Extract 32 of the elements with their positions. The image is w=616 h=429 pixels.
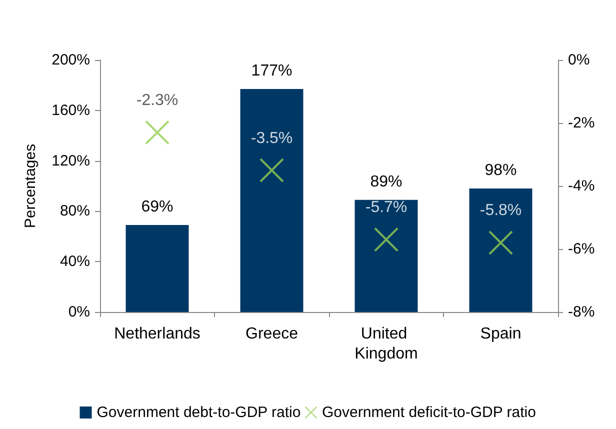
x-tick-label: Spain — [480, 326, 522, 342]
data-label: 98% — [484, 162, 517, 180]
data-label: -2.3% — [136, 92, 178, 109]
y2-tick-label: -8% — [568, 304, 595, 320]
y2-tick-label: 0% — [568, 52, 590, 68]
point — [145, 120, 170, 144]
y-tick-label: 160% — [52, 102, 90, 119]
x-tick-label: United Kingdom — [354, 326, 418, 362]
data-label: -3.5% — [250, 130, 293, 147]
data-label: -5.8% — [480, 202, 522, 220]
data-label: 89% — [370, 173, 402, 190]
x-tick-label: Greece — [246, 326, 298, 342]
y-tick-label: 0% — [68, 304, 90, 320]
bar — [126, 225, 189, 312]
data-label: 177% — [251, 62, 292, 80]
data-label: -5.7% — [365, 199, 408, 216]
bar — [240, 88, 304, 312]
y-tick-label: 40% — [60, 253, 90, 270]
bar — [354, 200, 418, 312]
y2-tick-label: -4% — [568, 178, 595, 194]
y-tick-label: 120% — [52, 152, 90, 170]
point — [374, 228, 398, 252]
y2-tick-label: -6% — [568, 240, 595, 258]
legend-label: Government debt-to-GDP ratio — [96, 404, 301, 421]
y-tick-label: 80% — [60, 202, 90, 220]
x-tick-label: Netherlands — [114, 326, 200, 342]
legend-label: Government deficit-to-GDP ratio — [322, 404, 536, 421]
data-label: 69% — [141, 198, 174, 216]
bar — [469, 188, 532, 312]
y-tick-label: 200% — [52, 52, 90, 68]
y-axis-title: Percentages — [22, 144, 39, 228]
y2-tick-label: -2% — [568, 114, 595, 132]
